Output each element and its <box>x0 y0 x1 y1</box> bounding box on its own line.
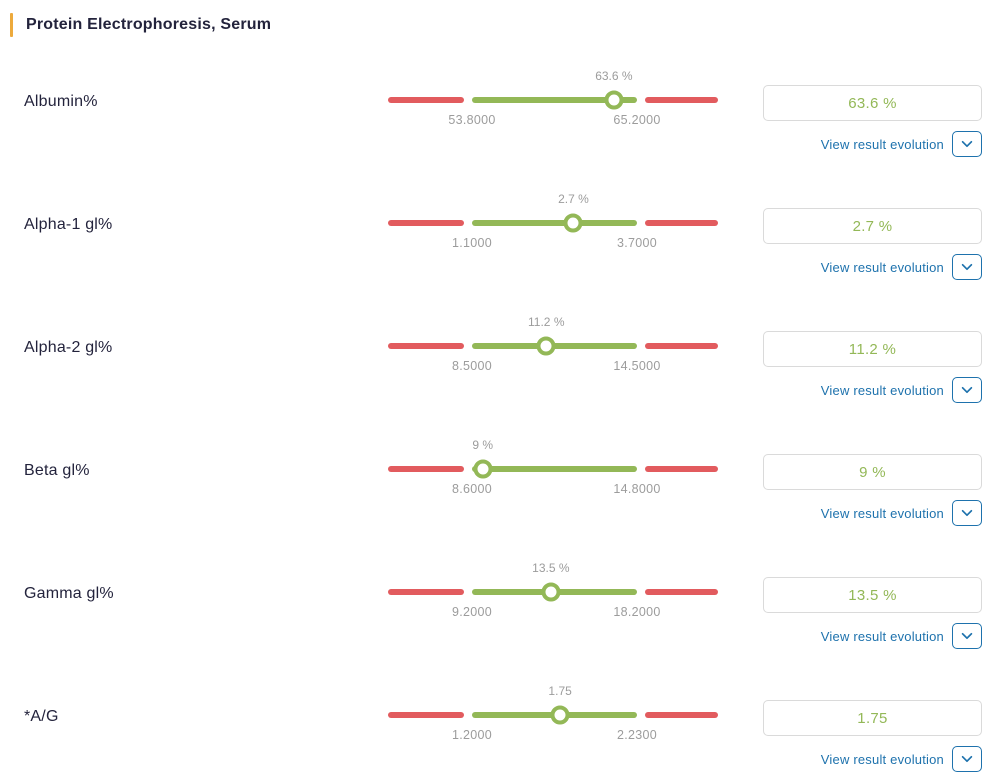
analyte-name: Alpha-2 gl% <box>24 338 113 356</box>
below-range-bar <box>388 220 464 226</box>
above-range-bar <box>645 589 718 595</box>
result-row-alpha1: Alpha-1 gl% 2.7 % 1.1000 3.7000 2.7 % Vi… <box>24 163 994 286</box>
chevron-down-icon <box>961 632 973 640</box>
slider-marker[interactable] <box>563 213 583 233</box>
range-slider: 2.7 % 1.1000 3.7000 <box>388 163 718 286</box>
slider-value-label: 13.5 % <box>532 561 570 575</box>
above-range-bar <box>645 220 718 226</box>
result-value: 9 % <box>859 463 886 481</box>
below-range-bar <box>388 589 464 595</box>
above-range-bar <box>645 466 718 472</box>
slider-value-label: 1.75 <box>548 684 572 698</box>
slider-value-label: 11.2 % <box>528 315 565 329</box>
result-value-box: 2.7 % <box>763 208 982 244</box>
result-row-gamma: Gamma gl% 13.5 % 9.2000 18.2000 13.5 % V… <box>24 532 994 655</box>
slider-value-label: 2.7 % <box>558 192 589 206</box>
range-min-label: 1.2000 <box>451 728 493 742</box>
above-range-bar <box>645 97 718 103</box>
below-range-bar <box>388 343 464 349</box>
view-result-evolution-link[interactable]: View result evolution <box>820 628 944 644</box>
range-slider: 63.6 % 53.8000 65.2000 <box>388 40 718 163</box>
slider-marker[interactable] <box>536 336 556 356</box>
range-min-label: 1.1000 <box>451 236 493 250</box>
range-slider: 11.2 % 8.5000 14.5000 <box>388 286 718 409</box>
chevron-down-icon <box>961 386 973 394</box>
expand-evolution-button[interactable] <box>952 623 982 649</box>
result-actions: 9 % View result evolution <box>763 409 982 532</box>
expand-evolution-button[interactable] <box>952 746 982 772</box>
analyte-name: Gamma gl% <box>24 584 114 602</box>
expand-evolution-button[interactable] <box>952 377 982 403</box>
result-value-box: 63.6 % <box>763 85 982 121</box>
chevron-down-icon <box>961 755 973 763</box>
range-max-label: 65.2000 <box>613 113 661 127</box>
range-max-label: 18.2000 <box>613 605 661 619</box>
normal-range-bar <box>472 220 637 226</box>
results-list: Albumin% 63.6 % 53.8000 65.2000 63.6 % V… <box>0 40 994 778</box>
analyte-name: Albumin% <box>24 92 98 110</box>
below-range-bar <box>388 466 464 472</box>
chevron-down-icon <box>961 140 973 148</box>
result-row-albumin: Albumin% 63.6 % 53.8000 65.2000 63.6 % V… <box>24 40 994 163</box>
range-min-label: 8.5000 <box>451 359 493 373</box>
result-actions: 13.5 % View result evolution <box>763 532 982 655</box>
normal-range-bar <box>472 97 637 103</box>
analyte-name: Beta gl% <box>24 461 90 479</box>
result-value-box: 11.2 % <box>763 331 982 367</box>
slider-marker[interactable] <box>550 705 570 725</box>
analyte-name: *A/G <box>24 707 59 725</box>
range-min-label: 8.6000 <box>451 482 493 496</box>
title-accent-bar <box>10 13 13 37</box>
result-value: 2.7 % <box>852 217 893 235</box>
page-title: Protein Electrophoresis, Serum <box>26 16 272 33</box>
result-row-beta: Beta gl% 9 % 8.6000 14.8000 9 % View res… <box>24 409 994 532</box>
range-max-label: 3.7000 <box>616 236 658 250</box>
view-result-evolution-link[interactable]: View result evolution <box>820 259 944 275</box>
range-min-label: 53.8000 <box>448 113 496 127</box>
expand-evolution-button[interactable] <box>952 500 982 526</box>
range-slider: 1.75 1.2000 2.2300 <box>388 655 718 778</box>
slider-value-label: 9 % <box>472 438 494 452</box>
result-value-box: 9 % <box>763 454 982 490</box>
view-result-evolution-link[interactable]: View result evolution <box>820 136 944 152</box>
expand-evolution-button[interactable] <box>952 254 982 280</box>
slider-marker[interactable] <box>473 459 493 479</box>
analyte-name: Alpha-1 gl% <box>24 215 113 233</box>
range-slider: 13.5 % 9.2000 18.2000 <box>388 532 718 655</box>
result-actions: 2.7 % View result evolution <box>763 163 982 286</box>
range-max-label: 2.2300 <box>616 728 658 742</box>
result-row-alpha2: Alpha-2 gl% 11.2 % 8.5000 14.5000 11.2 %… <box>24 286 994 409</box>
above-range-bar <box>645 712 718 718</box>
range-max-label: 14.5000 <box>613 359 661 373</box>
result-value: 11.2 % <box>848 340 897 358</box>
result-value: 13.5 % <box>848 586 897 604</box>
result-row-ag-ratio: *A/G 1.75 1.2000 2.2300 1.75 View result… <box>24 655 994 778</box>
chevron-down-icon <box>961 263 973 271</box>
result-value-box: 1.75 <box>763 700 982 736</box>
normal-range-bar <box>472 466 637 472</box>
below-range-bar <box>388 712 464 718</box>
result-value: 63.6 % <box>848 94 897 112</box>
below-range-bar <box>388 97 464 103</box>
expand-evolution-button[interactable] <box>952 131 982 157</box>
slider-marker[interactable] <box>604 90 624 110</box>
result-actions: 63.6 % View result evolution <box>763 40 982 163</box>
range-slider: 9 % 8.6000 14.8000 <box>388 409 718 532</box>
result-actions: 1.75 View result evolution <box>763 655 982 778</box>
result-value: 1.75 <box>857 709 888 727</box>
result-actions: 11.2 % View result evolution <box>763 286 982 409</box>
slider-marker[interactable] <box>541 582 561 602</box>
slider-value-label: 63.6 % <box>595 69 633 83</box>
range-max-label: 14.8000 <box>613 482 661 496</box>
panel-header: Protein Electrophoresis, Serum <box>0 0 994 40</box>
above-range-bar <box>645 343 718 349</box>
view-result-evolution-link[interactable]: View result evolution <box>820 751 944 767</box>
view-result-evolution-link[interactable]: View result evolution <box>820 505 944 521</box>
result-value-box: 13.5 % <box>763 577 982 613</box>
chevron-down-icon <box>961 509 973 517</box>
view-result-evolution-link[interactable]: View result evolution <box>820 382 944 398</box>
range-min-label: 9.2000 <box>451 605 493 619</box>
